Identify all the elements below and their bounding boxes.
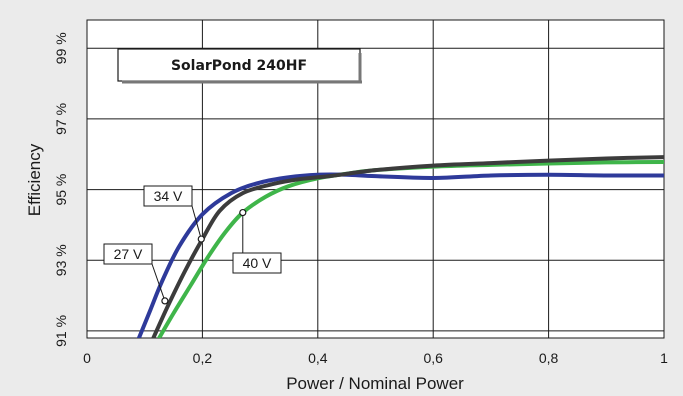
annotation-box xyxy=(232,252,282,274)
annotation-label: 40 V xyxy=(243,255,272,271)
annotation-marker xyxy=(197,235,205,243)
tick-labels: 0 0,2 0,4 0,6 0,8 1 91 % 93 % 95 % 97 % 99 % xyxy=(53,32,668,366)
y-tick-label: 95 % xyxy=(53,174,69,206)
annotation-marker xyxy=(239,208,247,217)
annotation-leader xyxy=(191,205,202,240)
series-lines xyxy=(136,155,664,338)
annotation-label: 34 V xyxy=(154,188,183,204)
annotation-label: 27 V xyxy=(114,246,143,262)
y-tick-label: 99 % xyxy=(53,32,69,64)
y-axis-label: Efficiency xyxy=(25,143,44,216)
series-line-27v xyxy=(136,172,664,338)
series-line-40v xyxy=(157,160,664,338)
x-tick-label: 0,4 xyxy=(308,350,328,366)
annotation-box xyxy=(143,185,193,207)
annotation-box xyxy=(103,243,153,265)
annotation-leader xyxy=(151,263,166,302)
x-tick-label: 0,6 xyxy=(423,350,443,366)
x-tick-label: 0 xyxy=(83,350,91,366)
series-line-34v xyxy=(151,155,664,338)
x-tick-label: 0,2 xyxy=(193,350,213,366)
chart-title-box: SolarPond 240HF xyxy=(117,48,362,84)
x-tick-label: 1 xyxy=(660,350,668,366)
annotations: 27 V 34 V 40 V xyxy=(103,185,282,305)
chart-title: SolarPond 240HF xyxy=(171,58,307,74)
y-tick-label: 91 % xyxy=(53,315,69,347)
y-tick-label: 97 % xyxy=(53,103,69,135)
annotation-marker xyxy=(161,297,169,305)
x-tick-label: 0,8 xyxy=(539,350,559,366)
x-axis-label: Power / Nominal Power xyxy=(286,374,464,393)
y-tick-label: 93 % xyxy=(53,244,69,276)
